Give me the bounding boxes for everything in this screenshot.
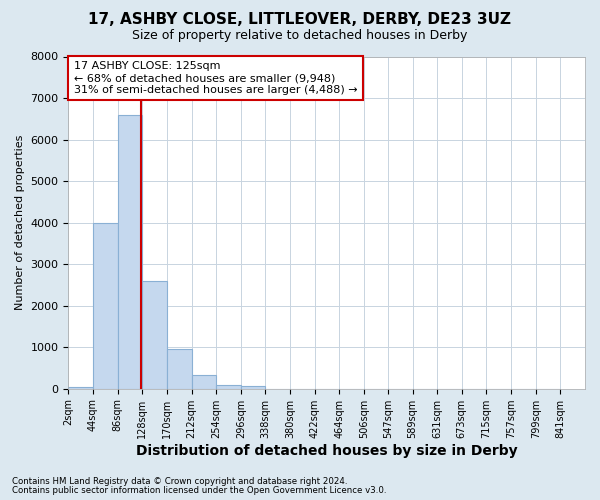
X-axis label: Distribution of detached houses by size in Derby: Distribution of detached houses by size … bbox=[136, 444, 518, 458]
Text: Size of property relative to detached houses in Derby: Size of property relative to detached ho… bbox=[133, 29, 467, 42]
Y-axis label: Number of detached properties: Number of detached properties bbox=[15, 135, 25, 310]
Text: 17, ASHBY CLOSE, LITTLEOVER, DERBY, DE23 3UZ: 17, ASHBY CLOSE, LITTLEOVER, DERBY, DE23… bbox=[89, 12, 511, 28]
Text: Contains public sector information licensed under the Open Government Licence v3: Contains public sector information licen… bbox=[12, 486, 386, 495]
Bar bbox=[191, 375, 216, 388]
Bar bbox=[118, 114, 142, 388]
Bar bbox=[216, 384, 241, 388]
Bar bbox=[241, 386, 265, 388]
Bar bbox=[167, 350, 191, 389]
Bar bbox=[68, 386, 93, 388]
Text: 17 ASHBY CLOSE: 125sqm
← 68% of detached houses are smaller (9,948)
31% of semi-: 17 ASHBY CLOSE: 125sqm ← 68% of detached… bbox=[74, 62, 357, 94]
Bar bbox=[93, 222, 118, 388]
Bar bbox=[142, 281, 167, 388]
Text: Contains HM Land Registry data © Crown copyright and database right 2024.: Contains HM Land Registry data © Crown c… bbox=[12, 477, 347, 486]
